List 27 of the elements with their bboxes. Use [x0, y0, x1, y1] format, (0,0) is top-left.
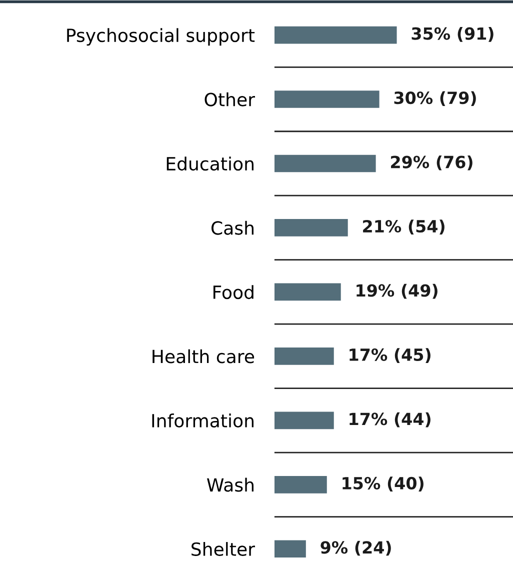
- data-label: 30% (79): [394, 91, 476, 106]
- data-label: 35% (91): [412, 26, 494, 42]
- bar: [274, 348, 334, 365]
- bar: [274, 219, 348, 236]
- data-label: 9% (24): [320, 540, 391, 556]
- bar: [274, 154, 376, 172]
- bar: [274, 540, 306, 558]
- data-label: 29% (76): [391, 155, 472, 170]
- y-tick-label: Cash: [212, 220, 254, 235]
- data-label: 19% (49): [356, 284, 438, 299]
- y-tick-label: Education: [166, 156, 254, 171]
- y-tick-label: Health care: [152, 349, 254, 364]
- bar: [274, 476, 327, 494]
- data-label: 17% (45): [350, 348, 430, 363]
- data-label: 21% (54): [363, 220, 444, 235]
- y-tick-label: Psychosocial support: [67, 28, 255, 46]
- data-label: 15% (40): [342, 476, 424, 492]
- bar: [274, 412, 334, 430]
- y-tick-label: Other: [204, 92, 256, 106]
- y-tick-label: Food: [213, 285, 254, 300]
- y-tick-label: Shelter: [192, 542, 256, 556]
- data-label: 17% (44): [350, 412, 430, 428]
- bar: [274, 90, 380, 108]
- bar: [274, 283, 341, 301]
- y-tick-label: Information: [152, 414, 254, 428]
- bar: [274, 26, 397, 44]
- y-tick-label: Wash: [206, 478, 254, 492]
